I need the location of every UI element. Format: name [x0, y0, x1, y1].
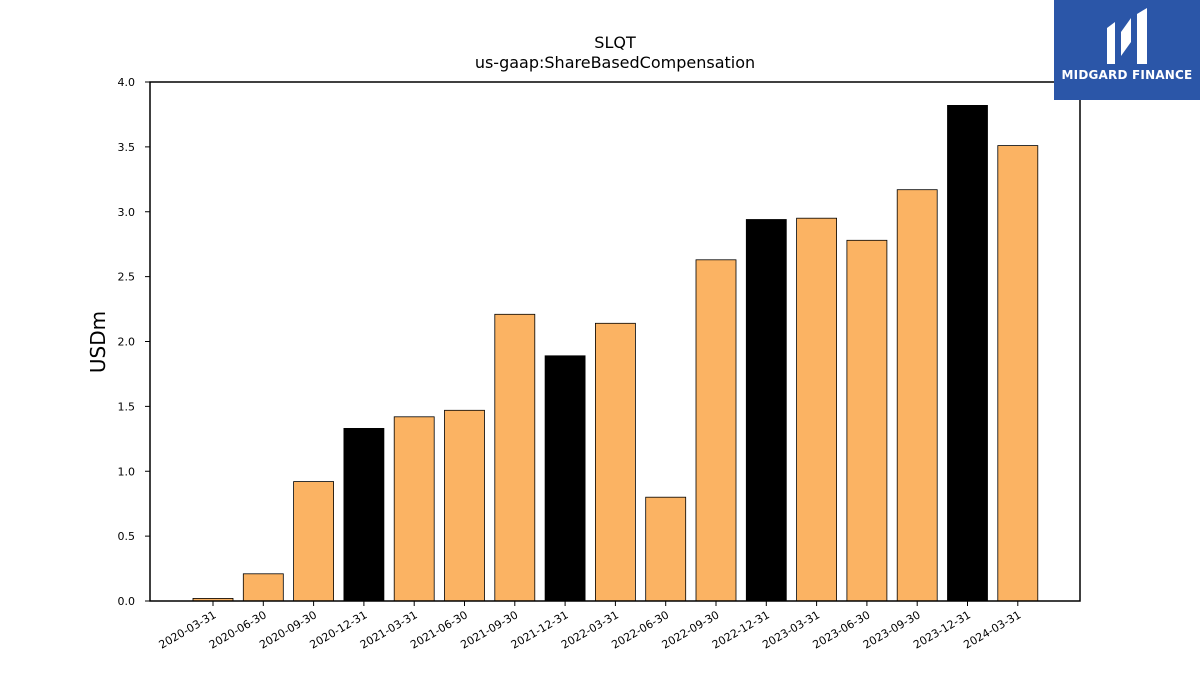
- bar-2023-12-31: [947, 105, 988, 602]
- bar-2023-03-31: [796, 217, 837, 602]
- bar-2022-03-31: [595, 322, 636, 602]
- y-tick-label: 4.0: [118, 76, 136, 89]
- y-tick-label: 3.0: [118, 206, 136, 219]
- bars-group: [192, 105, 1039, 602]
- y-tick-label: 3.5: [118, 141, 136, 154]
- y-tick-label: 0.0: [118, 595, 136, 608]
- y-tick-label: 2.5: [118, 271, 136, 284]
- bar-2024-03-31: [997, 145, 1039, 602]
- x-tick-label: 2024-03-31: [961, 608, 1023, 651]
- y-axis-label: USDm: [86, 311, 110, 373]
- chart-subtitle: us-gaap:ShareBasedCompensation: [475, 53, 755, 72]
- bar-2020-12-31: [343, 427, 385, 602]
- y-axis-ticks: 0.0 0.5 1.0 1.5 2.0 2.5 3.0 3.5 4.0: [118, 76, 150, 608]
- x-axis-ticks: 2020-03-312020-06-302020-09-302020-12-31…: [157, 601, 1023, 652]
- bar-2020-06-30: [242, 573, 284, 602]
- chart-title: SLQT: [594, 33, 636, 52]
- y-tick-label: 1.5: [118, 400, 136, 413]
- midgard-finance-logo: MIDGARD FINANCE: [1054, 0, 1200, 100]
- bar-2022-06-30: [645, 496, 687, 602]
- logo-text: MIDGARD FINANCE: [1061, 68, 1193, 82]
- bar-2021-09-30: [494, 313, 536, 602]
- bar-2023-06-30: [846, 239, 888, 602]
- y-tick-label: 0.5: [118, 530, 136, 543]
- bar-2023-09-30: [896, 189, 938, 602]
- bar-2020-09-30: [293, 481, 335, 602]
- bar-2022-09-30: [695, 259, 737, 602]
- bar-2022-12-31: [745, 219, 787, 602]
- y-tick-label: 2.0: [118, 336, 136, 349]
- bar-2021-06-30: [444, 409, 485, 602]
- y-tick-label: 1.0: [118, 465, 136, 478]
- bar-2021-03-31: [393, 416, 435, 602]
- bar-2021-12-31: [544, 355, 586, 602]
- logo-mark-icon: [1107, 8, 1147, 64]
- plot-frame: [149, 81, 1081, 602]
